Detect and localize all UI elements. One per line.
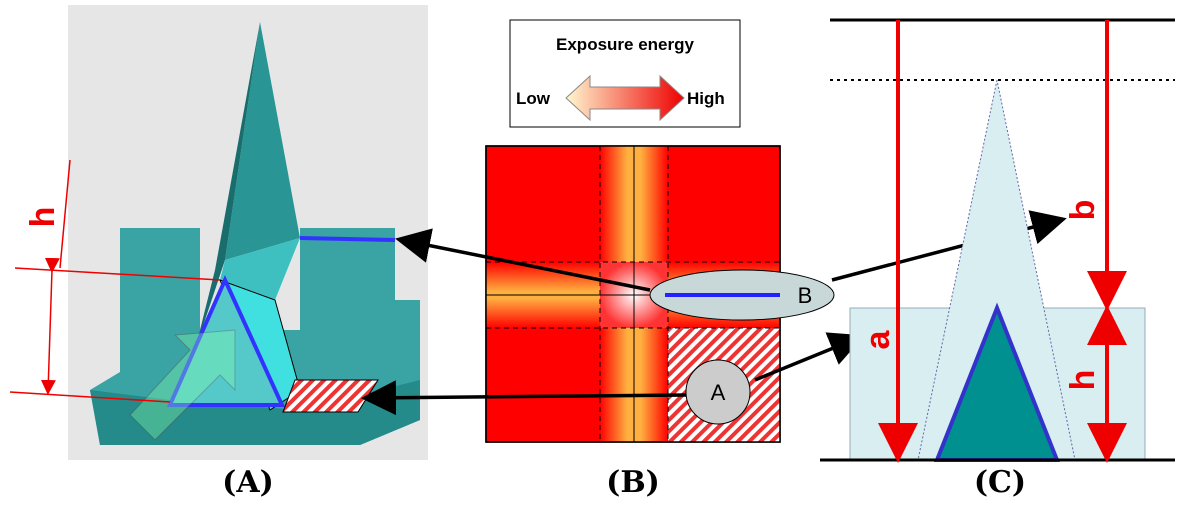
a-label: a: [859, 329, 897, 349]
caption: (A): [222, 465, 274, 500]
legend-title: Exposure energy: [556, 35, 694, 54]
region-a-label: A: [711, 380, 726, 405]
b-label: b: [1064, 200, 1102, 221]
legend-low: Low: [516, 89, 551, 108]
caption: (B): [606, 465, 660, 500]
panel-c: a b h (C): [820, 20, 1175, 500]
legend-high: High: [687, 89, 725, 108]
h-label: h: [1064, 370, 1102, 391]
region-b-label: B: [798, 283, 813, 308]
figure: h (A) Exposure energy Low High B A (: [0, 0, 1180, 506]
h-label: h: [24, 207, 62, 228]
panel-a: h (A): [10, 5, 428, 500]
caption: (C): [974, 465, 1026, 500]
